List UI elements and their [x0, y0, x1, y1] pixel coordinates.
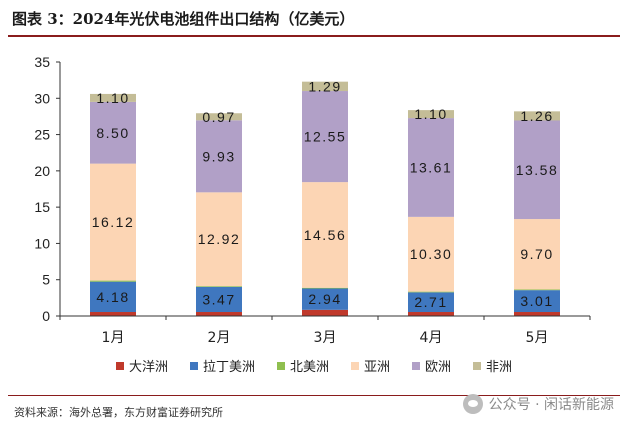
data-label: 1.10: [96, 90, 129, 106]
bar-segment: [302, 309, 348, 316]
axis-layer: 0 5 10 15 20 25 30 35 1月 2月 3月 4月 5月: [34, 54, 591, 346]
data-label: 0.97: [202, 109, 235, 125]
legend-label: 北美洲: [289, 360, 329, 375]
x-tick-label: 1月: [102, 330, 125, 346]
y-tick-label: 0: [42, 308, 50, 324]
y-tick-label: 20: [34, 163, 50, 179]
bar-segment: [408, 216, 454, 292]
source-note: 资料来源：海外总署，东方财富证券研究所: [14, 406, 223, 419]
data-label: 14.56: [304, 227, 347, 243]
legend-item: 大洋洲: [115, 356, 168, 375]
bar-segment: [514, 290, 560, 313]
chart-title: 图表 3：2024年光伏电池组件出口结构（亿美元）: [12, 10, 355, 28]
bar-segment: [90, 101, 136, 164]
bar-segment: [90, 281, 136, 313]
legend-label: 欧洲: [425, 360, 452, 375]
data-label: 2.71: [414, 294, 447, 310]
data-label: 16.12: [92, 214, 135, 230]
data-label: 3.47: [202, 291, 235, 307]
data-label: 13.61: [410, 159, 453, 175]
y-tick-label: 30: [34, 90, 50, 106]
bar-segment: [514, 312, 560, 316]
legend-swatch: [115, 361, 124, 370]
legend-swatch: [351, 361, 359, 370]
bar-segment: [302, 287, 348, 289]
bar-segment: [90, 312, 136, 316]
data-label: 1.26: [520, 108, 553, 124]
legend-item: 拉丁美洲: [189, 356, 255, 375]
bar-segment: [302, 182, 348, 288]
data-label: 8.50: [96, 125, 129, 141]
data-label: 2.94: [308, 291, 341, 307]
data-label: 3.01: [520, 293, 553, 309]
data-label: 10.30: [410, 246, 453, 262]
legend-item: 亚洲: [351, 356, 390, 375]
bar-segment: [514, 219, 560, 290]
bar-segment: [408, 291, 454, 293]
watermark-text: 公众号 · 闲话新能源: [488, 397, 614, 413]
data-label: 12.92: [198, 231, 241, 247]
chart-legend: 大洋洲 拉丁美洲 北美洲 亚洲 欧洲 非洲: [0, 356, 628, 375]
wechat-icon: [462, 394, 483, 414]
bar-segment: [408, 118, 454, 217]
legend-label: 亚洲: [364, 360, 391, 375]
y-tick-label: 15: [34, 199, 50, 215]
bar-segment: [302, 91, 348, 183]
bar-segment: [302, 288, 348, 310]
footer-divider: [8, 395, 620, 396]
legend-label: 非洲: [486, 360, 513, 375]
y-tick-label: 35: [34, 54, 50, 70]
bar-segment: [408, 312, 454, 316]
bar-segment: [514, 111, 560, 121]
bar-segment: [196, 286, 242, 313]
legend-swatch: [189, 361, 198, 370]
legend-swatch: [412, 361, 421, 370]
legend-label: 拉丁美洲: [202, 360, 255, 375]
bar-segment: [408, 110, 454, 119]
legend-swatch: [473, 361, 482, 370]
bar-segment: [90, 163, 136, 281]
data-label: 1.29: [308, 78, 341, 94]
data-label: 1.10: [414, 106, 447, 122]
bar-segment: [302, 81, 348, 92]
x-tick-label: 2月: [208, 330, 231, 346]
data-label: 13.58: [516, 162, 559, 178]
bar-segment: [408, 292, 454, 313]
bar-segment: [90, 280, 136, 282]
legend-item: 欧洲: [412, 356, 451, 375]
x-tick-label: 5月: [526, 330, 549, 346]
data-label: 4.18: [96, 289, 129, 305]
watermark: 公众号 · 闲话新能源: [462, 394, 614, 414]
legend-item: 北美洲: [276, 356, 329, 375]
x-tick-label: 4月: [420, 330, 443, 346]
bar-segment: [196, 286, 242, 287]
bar-segment: [196, 312, 242, 316]
stacked-bar-chart: 4.18 16.12 8.50 1.10 3.47 12.92 9.93 0.97 2.94 14…: [34, 54, 591, 346]
y-tick-label: 5: [42, 272, 50, 288]
bar-segment: [196, 192, 242, 287]
data-label: 12.55: [304, 129, 347, 145]
y-tick-label: 25: [34, 127, 50, 143]
data-label: 9.93: [202, 148, 235, 164]
legend-label: 大洋洲: [128, 360, 168, 375]
bar-segment: [90, 93, 136, 102]
y-tick-label: 10: [34, 235, 50, 251]
bar-layer: 4.18 16.12 8.50 1.10 3.47 12.92 9.93 0.97 2.94 14…: [90, 78, 560, 316]
title-divider: [8, 35, 620, 37]
bar-segment: [514, 289, 560, 291]
bar-segment: [196, 113, 242, 121]
bar-segment: [196, 120, 242, 193]
legend-item: 非洲: [473, 356, 512, 375]
data-label: 9.70: [520, 246, 553, 262]
bar-segment: [514, 120, 560, 220]
legend-swatch: [276, 361, 285, 370]
x-tick-label: 3月: [314, 330, 337, 346]
